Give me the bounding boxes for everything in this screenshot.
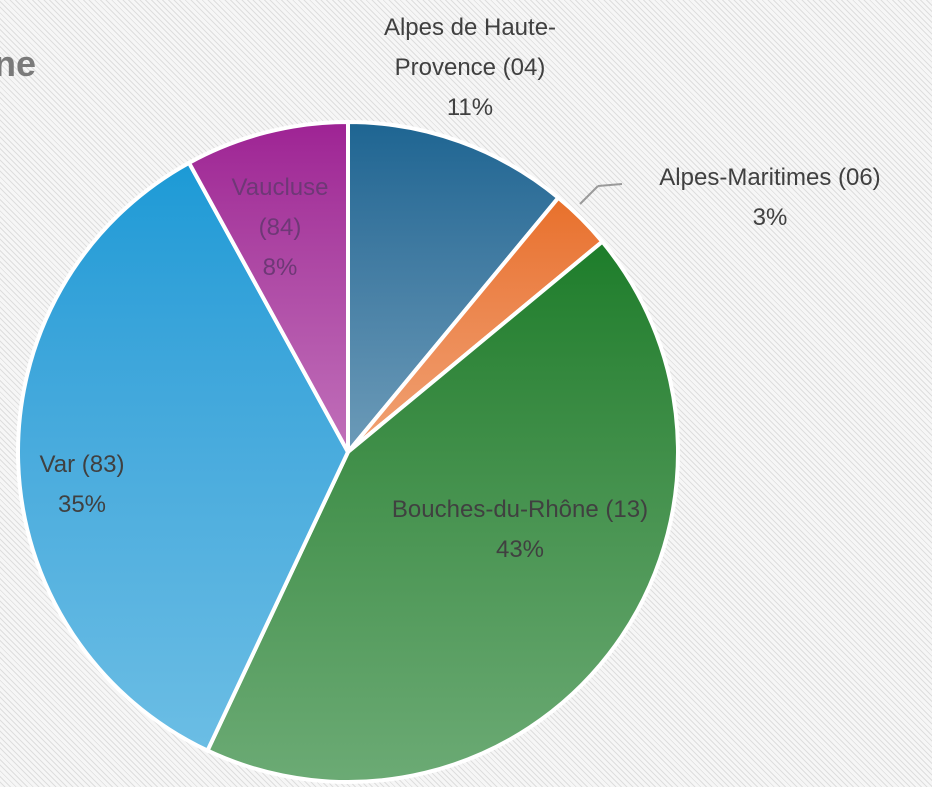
slice-label: Bouches-du-Rhône (13) 43%	[380, 490, 660, 570]
leader-line	[579, 185, 599, 205]
value-label: 11%	[446, 94, 494, 121]
value-label: 8%	[262, 254, 298, 281]
leader-line	[597, 183, 623, 187]
value-label: 35%	[57, 491, 107, 518]
pie-slice	[204, 238, 680, 784]
value-label: 3%	[752, 204, 788, 231]
value-label: 43%	[495, 536, 545, 563]
category-label: Var (83)	[39, 451, 125, 478]
slice-label: Vaucluse (84) 8%	[215, 168, 345, 288]
category-label: Alpes-Maritimes (06)	[659, 164, 881, 191]
pie-slice	[16, 160, 351, 754]
slice-label: Alpes de Haute-Provence (04) 11%	[340, 8, 600, 128]
category-label: Vaucluse (84)	[231, 174, 329, 241]
slice-label: Alpes-Maritimes (06) 3%	[610, 158, 930, 238]
category-label: Alpes de Haute-Provence (04)	[383, 14, 557, 81]
slice-label: Var (83) 35%	[2, 445, 162, 525]
pie-slice	[346, 119, 562, 458]
pie-slice	[186, 119, 350, 453]
chart-title: ne	[0, 43, 36, 84]
category-label: Bouches-du-Rhône (13)	[391, 496, 649, 523]
